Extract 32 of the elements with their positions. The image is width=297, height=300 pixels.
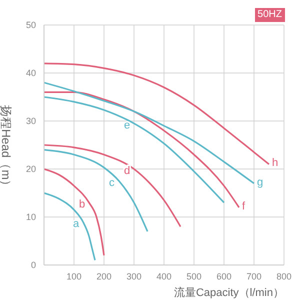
x-tick-label: 300 <box>126 271 142 282</box>
y-axis-title: 扬程Head（m） <box>0 105 13 192</box>
x-axis-title: 流量Capacity（l/min） <box>174 286 284 299</box>
line-series <box>44 82 255 184</box>
x-tick-label: 600 <box>216 271 232 282</box>
series-label: d <box>124 165 130 177</box>
series-label: c <box>109 177 115 189</box>
series-label: g <box>257 176 264 188</box>
x-tick-label: 100 <box>66 271 82 282</box>
x-tick-label: 800 <box>276 271 292 282</box>
y-tick-label: 0 <box>30 260 36 270</box>
series-label: e <box>124 119 130 132</box>
x-tick-label: 700 <box>246 271 262 282</box>
x-tick-label: 500 <box>186 271 202 282</box>
text: 50HZ <box>254 8 285 22</box>
line-series <box>44 62 270 165</box>
line-series <box>44 192 96 261</box>
line-series <box>44 168 105 256</box>
y-tick-label: 50 <box>26 20 36 30</box>
series-label: b <box>79 198 86 211</box>
series-label: f <box>242 200 246 212</box>
line-series <box>44 149 148 232</box>
line-series <box>44 144 182 228</box>
x-tick-label: 200 <box>96 271 112 282</box>
y-tick-label: 20 <box>26 164 36 174</box>
line-series <box>44 91 240 208</box>
y-tick-label: 10 <box>26 212 36 222</box>
y-tick-label: 40 <box>26 68 36 78</box>
x-tick-label: 400 <box>156 271 172 282</box>
series-label: h <box>272 157 278 170</box>
series-label: a <box>73 218 80 230</box>
y-tick-label: 30 <box>26 116 36 126</box>
